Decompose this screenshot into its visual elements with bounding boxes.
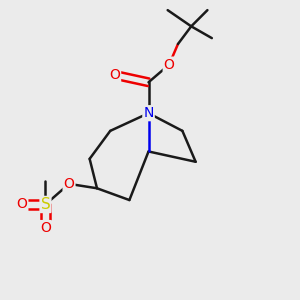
Text: O: O bbox=[164, 58, 175, 72]
Text: O: O bbox=[40, 221, 51, 235]
Text: N: N bbox=[143, 106, 154, 120]
Text: O: O bbox=[64, 177, 74, 191]
Text: S: S bbox=[40, 197, 50, 212]
Text: O: O bbox=[109, 68, 120, 82]
Text: O: O bbox=[16, 197, 27, 212]
